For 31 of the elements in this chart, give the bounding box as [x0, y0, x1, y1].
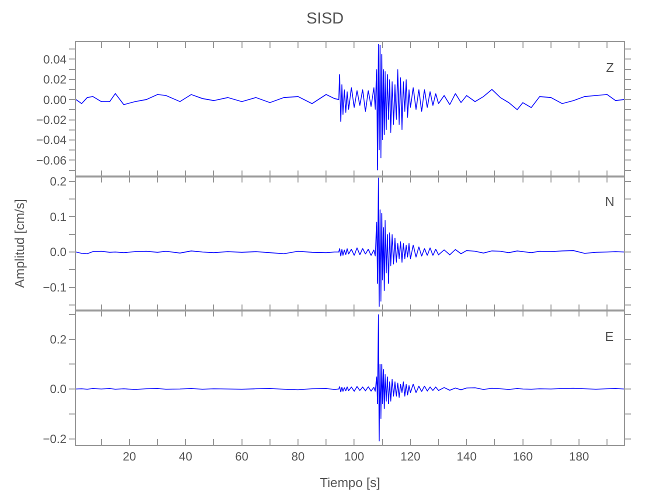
line-series [76, 177, 624, 308]
annotation: N [605, 194, 614, 209]
annotation: E [605, 329, 614, 344]
x-tick-label: 140 [456, 449, 477, 464]
y-tick-label: 0.0 [50, 245, 67, 260]
x-tick-label: 120 [400, 449, 421, 464]
y-axis-title: Amplitud [cm/s] [12, 199, 27, 288]
line-series [76, 44, 624, 171]
y-tick-label: −0.06 [36, 153, 67, 168]
x-tick-label: 40 [178, 449, 193, 464]
y-tick-label: 0.2 [50, 332, 67, 346]
y-tick-label: 0.2 [50, 174, 67, 188]
y-tick-label: 0.00 [43, 92, 67, 107]
x-tick-label: 20 [122, 449, 136, 464]
y-tick-label: −0.04 [36, 133, 67, 148]
annotation: Z [606, 60, 614, 75]
y-tick-label: 0.04 [43, 52, 67, 66]
y-tick-label: −0.1 [42, 280, 67, 295]
y-tick-label: 0.1 [50, 210, 67, 224]
y-tick-label: 0.0 [50, 382, 67, 396]
line-series [76, 314, 624, 442]
x-tick-label: 100 [344, 449, 365, 464]
x-tick-label: 180 [569, 449, 590, 464]
chart-title: SISD [306, 10, 344, 28]
x-tick-label: 80 [291, 449, 306, 464]
y-tick-label: −0.02 [36, 112, 67, 127]
x-tick-label: 160 [512, 449, 534, 464]
y-tick-label: −0.2 [42, 432, 67, 446]
x-axis-title: Tiempo [s] [320, 475, 380, 490]
x-tick-label: 60 [235, 449, 249, 464]
y-tick-label: 0.02 [43, 72, 67, 87]
